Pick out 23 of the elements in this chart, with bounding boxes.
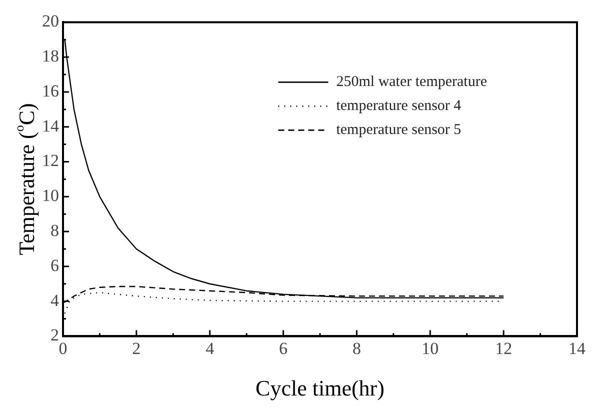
x-tick-label: 8 bbox=[352, 338, 361, 358]
x-tick-label: 10 bbox=[422, 338, 439, 358]
y-tick-label: 16 bbox=[42, 81, 59, 100]
x-tick-label: 6 bbox=[279, 338, 288, 358]
y-tick-label: 2 bbox=[50, 326, 59, 345]
y-tick-label: 14 bbox=[42, 116, 60, 136]
legend-label: temperature sensor 5 bbox=[336, 122, 462, 138]
y-tick-label: 6 bbox=[50, 256, 59, 275]
legend-label: temperature sensor 4 bbox=[336, 98, 462, 114]
y-tick-label: 4 bbox=[50, 290, 60, 310]
y-tick-label: 20 bbox=[42, 12, 59, 31]
legend-label: 250ml water temperature bbox=[336, 74, 488, 90]
x-tick-label: 0 bbox=[58, 338, 68, 358]
x-tick-label: 2 bbox=[132, 338, 141, 358]
x-tick-label: 4 bbox=[206, 338, 215, 358]
y-tick-label: 8 bbox=[50, 221, 59, 240]
y-axis-title: Temperature (oC) bbox=[11, 103, 39, 256]
x-tick-label: 12 bbox=[495, 338, 512, 358]
x-tick-label: 14 bbox=[568, 338, 586, 358]
y-tick-label: 18 bbox=[42, 46, 59, 66]
x-axis-title: Cycle time(hr) bbox=[256, 376, 384, 401]
y-tick-label: 10 bbox=[42, 186, 59, 206]
y-tick-label: 12 bbox=[42, 151, 59, 170]
